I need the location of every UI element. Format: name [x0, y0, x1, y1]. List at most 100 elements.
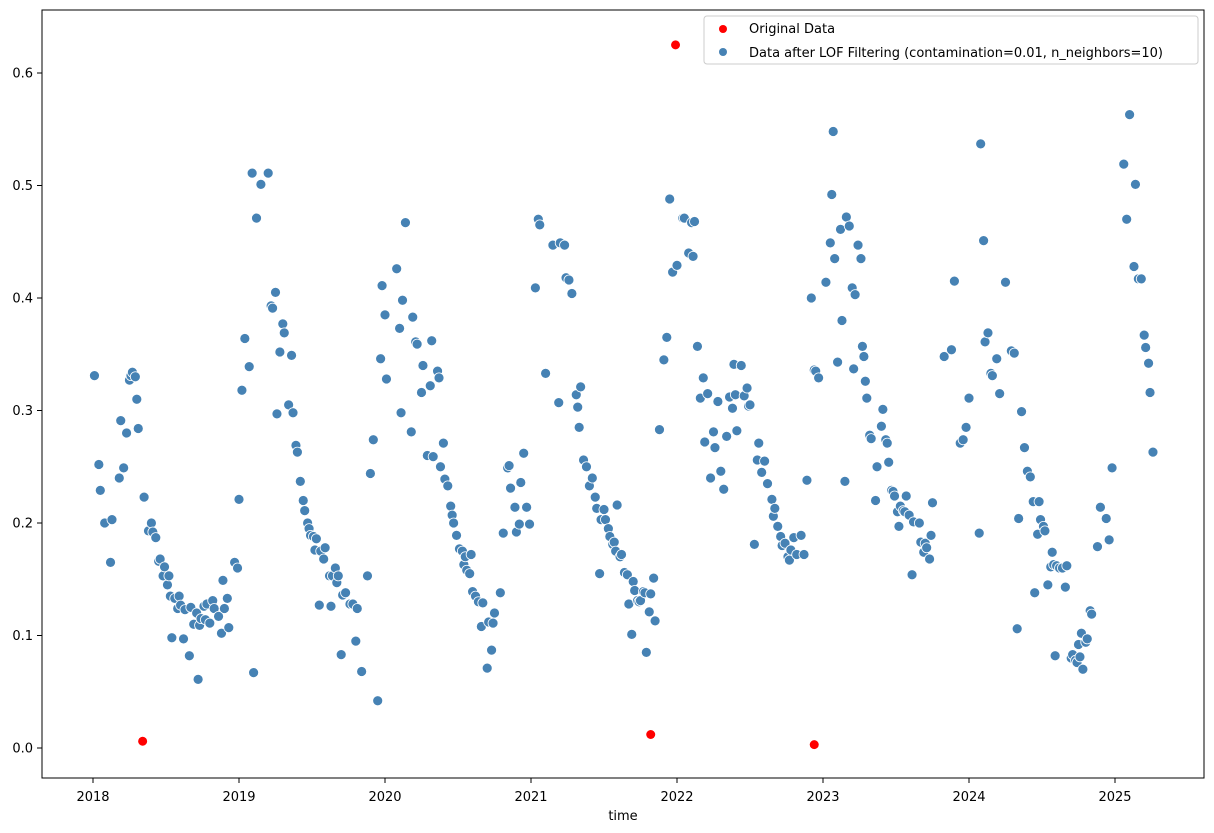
data-point	[489, 607, 500, 619]
data-point	[826, 189, 838, 200]
data-point	[232, 562, 243, 574]
data-point	[973, 527, 985, 539]
data-point	[744, 399, 756, 411]
data-point	[986, 370, 998, 382]
data-point	[855, 253, 867, 265]
data-point	[924, 553, 935, 565]
data-point	[310, 533, 322, 545]
data-point	[1011, 623, 1023, 635]
data-point	[598, 504, 610, 515]
data-point	[217, 574, 229, 586]
data-point	[236, 384, 248, 396]
x-axis: 2018 2019 2020 2021 2022 2023 2024 2025	[76, 778, 1132, 805]
data-point	[852, 239, 864, 251]
data-point	[163, 570, 175, 582]
data-point	[497, 527, 509, 539]
data-point	[391, 263, 403, 275]
data-point	[192, 673, 204, 685]
data-point	[400, 217, 411, 229]
data-point	[381, 373, 392, 385]
y-tick-label: 0.0	[12, 742, 33, 757]
data-point	[658, 354, 670, 366]
data-point	[89, 370, 100, 382]
data-point	[1019, 442, 1030, 454]
data-point	[699, 436, 711, 448]
data-point	[563, 274, 575, 286]
data-point	[271, 408, 283, 420]
data-point	[416, 387, 427, 398]
data-point	[411, 338, 423, 350]
data-point	[138, 491, 150, 503]
y-tick-label: 0.3	[12, 404, 33, 419]
data-point	[1042, 579, 1054, 591]
data-point	[1100, 513, 1112, 524]
data-point	[451, 529, 462, 541]
data-point	[626, 628, 638, 640]
data-point	[687, 250, 699, 262]
data-point	[876, 420, 887, 432]
data-point	[664, 193, 676, 205]
data-point	[994, 388, 1006, 400]
data-point	[448, 517, 460, 529]
data-point	[494, 587, 506, 599]
data-point	[648, 572, 660, 584]
data-point	[779, 537, 791, 549]
data-point	[150, 532, 162, 544]
data-point	[372, 695, 384, 707]
data-point	[246, 167, 258, 179]
data-point	[1024, 471, 1036, 483]
axes-frame	[41, 9, 1205, 779]
data-point	[364, 468, 376, 479]
data-point	[93, 459, 105, 470]
x-tick-label: 2023	[806, 790, 839, 805]
x-tick-label: 2022	[660, 790, 693, 805]
outlier-point	[646, 730, 656, 739]
data-point	[248, 667, 260, 679]
data-point	[611, 499, 623, 511]
data-point	[1016, 406, 1027, 418]
data-point	[159, 561, 170, 573]
data-point	[1086, 608, 1098, 620]
data-point	[351, 603, 363, 614]
data-point	[600, 514, 611, 526]
data-point	[671, 259, 683, 271]
data-point	[589, 491, 601, 503]
data-point	[982, 327, 994, 339]
data-point	[829, 253, 841, 265]
data-point	[233, 493, 245, 505]
data-point	[521, 501, 533, 513]
data-point	[643, 606, 655, 618]
data-point	[836, 315, 848, 326]
data-point	[1000, 276, 1011, 288]
data-point	[925, 529, 937, 541]
data-point	[515, 477, 527, 488]
data-point	[581, 461, 592, 473]
x-axis-label: time	[608, 809, 637, 824]
data-point	[824, 237, 836, 249]
data-point	[900, 490, 912, 502]
data-point	[274, 346, 286, 358]
y-tick-label: 0.5	[12, 179, 33, 194]
data-point	[721, 430, 733, 442]
data-point	[798, 549, 810, 560]
data-point	[661, 331, 673, 343]
data-point	[708, 426, 719, 438]
data-point	[1074, 651, 1086, 663]
data-point	[881, 437, 893, 449]
data-point	[1013, 513, 1025, 524]
data-point	[705, 472, 716, 484]
x-tick-label: 2018	[76, 790, 109, 805]
legend-box	[703, 15, 1199, 65]
data-point	[1147, 446, 1159, 458]
data-point	[262, 167, 274, 179]
data-point	[645, 588, 657, 600]
data-point	[1059, 581, 1071, 593]
data-point	[769, 502, 781, 514]
data-point	[805, 292, 817, 304]
data-point	[1144, 387, 1156, 398]
data-point	[991, 353, 1003, 365]
data-point	[1039, 525, 1051, 537]
data-point	[287, 407, 299, 419]
plot-area	[41, 9, 1205, 779]
data-point	[586, 472, 598, 484]
